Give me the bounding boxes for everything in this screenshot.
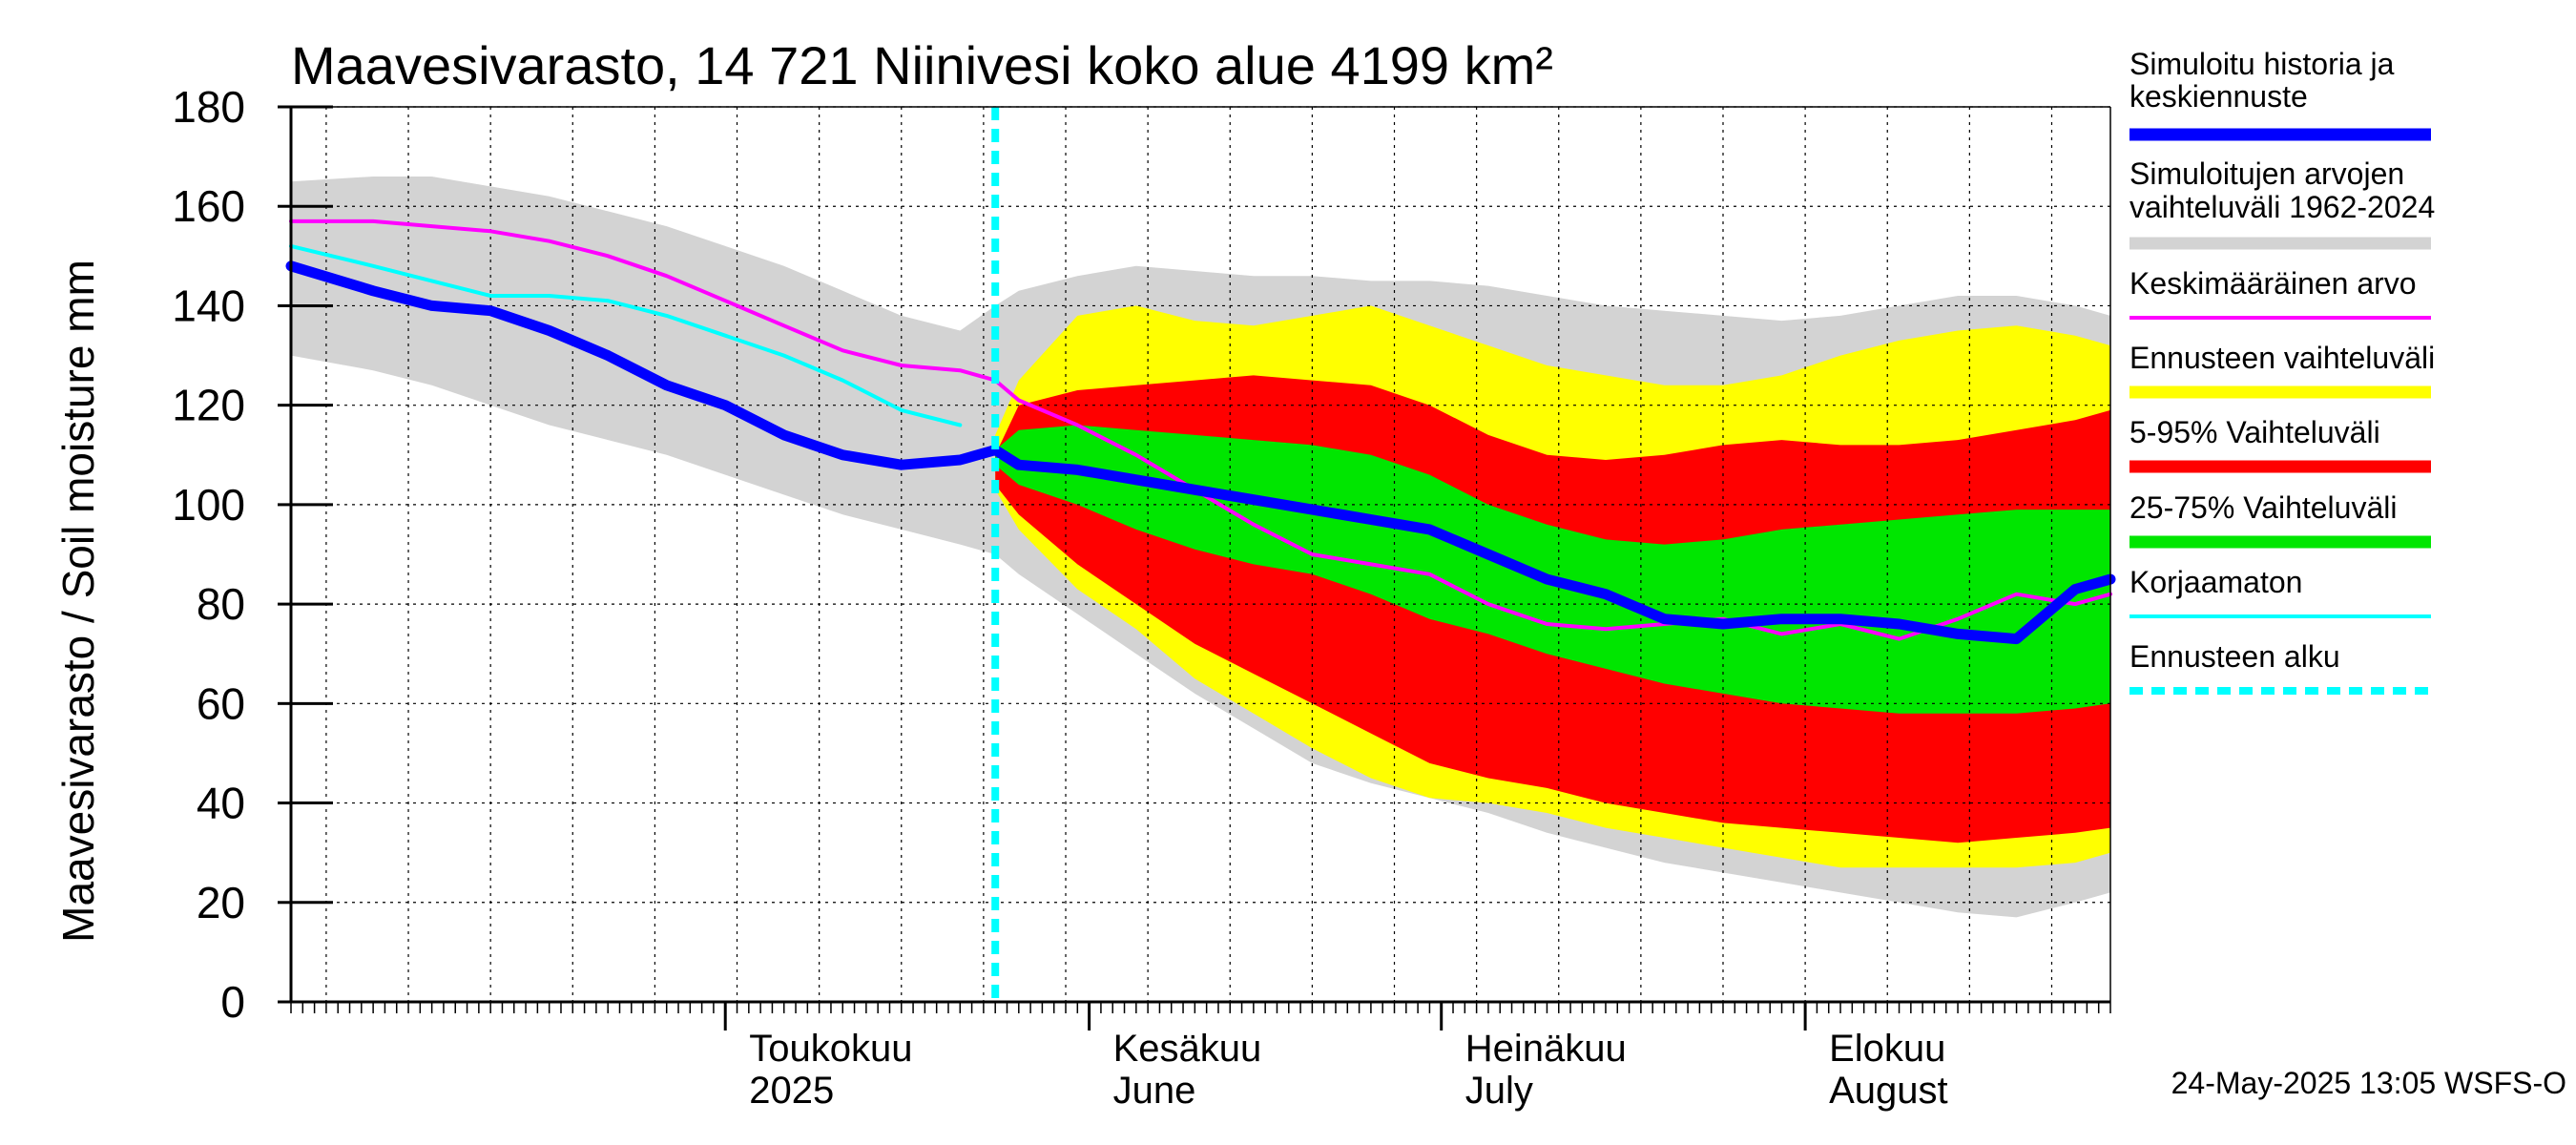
y-tick-label: 0 <box>220 977 245 1027</box>
y-tick-label: 60 <box>197 678 245 728</box>
legend-label-korjaamaton: Korjaamaton <box>2129 565 2302 599</box>
timestamp-footer: 24-May-2025 13:05 WSFS-O <box>2171 1066 2566 1100</box>
legend-label-simuloitu-historia-ja-keskiennuste: Simuloitu historia ja <box>2129 47 2395 81</box>
band-25-75-vaihteluvali <box>995 425 2110 714</box>
y-tick-label: 20 <box>197 878 245 927</box>
legend-label-ennusteen-vaihteluvali: Ennusteen vaihteluväli <box>2129 341 2435 375</box>
band-layer <box>291 177 2110 918</box>
legend-label-simuloitujen-arvojen-vaihteluvali-1962-2024: Simuloitujen arvojen <box>2129 156 2404 191</box>
line-layer <box>285 107 2116 1002</box>
month-label-kesakuu: Kesäkuu <box>1113 1028 1262 1070</box>
legend-label-5-95-vaihteluvali: 5-95% Vaihteluväli <box>2129 415 2380 449</box>
legend-label-keskimaarainen-arvo: Keskimääräinen arvo <box>2129 266 2417 301</box>
month-label-august: August <box>1829 1070 1948 1112</box>
chart-title: Maavesivarasto, 14 721 Niinivesi koko al… <box>291 35 1553 95</box>
line-korjaamaton <box>289 243 963 427</box>
y-axis-label: Maavesivarasto / Soil moisture mm <box>53 260 103 943</box>
month-label-heinakuu: Heinäkuu <box>1465 1028 1627 1070</box>
month-label-2025: 2025 <box>749 1070 834 1112</box>
y-tick-label: 120 <box>172 381 245 430</box>
y-tick-label: 140 <box>172 281 245 330</box>
legend-label-25-75-vaihteluvali: 25-75% Vaihteluväli <box>2129 490 2397 525</box>
month-label-june: June <box>1113 1070 1196 1112</box>
y-tick-label: 40 <box>197 779 245 828</box>
month-label-elokuu: Elokuu <box>1829 1028 1945 1070</box>
month-label-toukokuu: Toukokuu <box>749 1028 912 1070</box>
legend-label-simuloitu-historia-ja-keskiennuste: keskiennuste <box>2129 79 2308 114</box>
y-tick-label: 100 <box>172 480 245 530</box>
y-tick-label: 180 <box>172 82 245 132</box>
month-label-july: July <box>1465 1070 1533 1112</box>
y-tick-label: 160 <box>172 181 245 231</box>
y-tick-label: 80 <box>197 579 245 629</box>
legend-label-ennusteen-alku: Ennusteen alku <box>2129 639 2340 674</box>
legend-label-simuloitujen-arvojen-vaihteluvali-1962-2024: vaihteluväli 1962-2024 <box>2129 190 2435 224</box>
line-simuloitu-historia-ja-keskiennuste <box>285 260 2116 645</box>
